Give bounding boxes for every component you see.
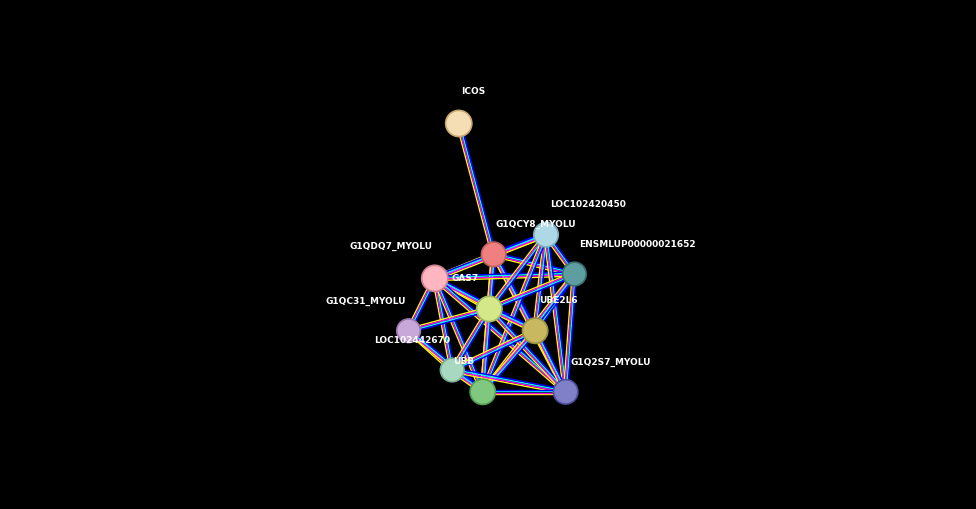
Text: G1QDQ7_MYOLU: G1QDQ7_MYOLU [349,241,432,250]
Circle shape [481,243,506,267]
Circle shape [562,263,587,286]
Text: G1QCY8_MYOLU: G1QCY8_MYOLU [496,219,577,229]
Text: GAS7: GAS7 [451,273,478,282]
Text: UBB: UBB [453,356,474,365]
Text: ENSMLUP00000021652: ENSMLUP00000021652 [579,240,695,249]
Text: G1QC31_MYOLU: G1QC31_MYOLU [326,296,406,305]
Text: LOC102420450: LOC102420450 [550,200,627,209]
Circle shape [422,266,448,292]
Circle shape [534,223,558,247]
Text: LOC102442670: LOC102442670 [374,335,450,345]
Circle shape [440,358,464,382]
Text: G1Q2S7_MYOLU: G1Q2S7_MYOLU [570,357,651,366]
Circle shape [553,380,578,404]
Text: UBE2L6: UBE2L6 [540,295,578,304]
Text: ICOS: ICOS [461,87,485,96]
Circle shape [470,379,496,405]
Circle shape [522,319,548,344]
Circle shape [476,297,502,322]
Circle shape [397,319,421,343]
Circle shape [446,111,471,137]
